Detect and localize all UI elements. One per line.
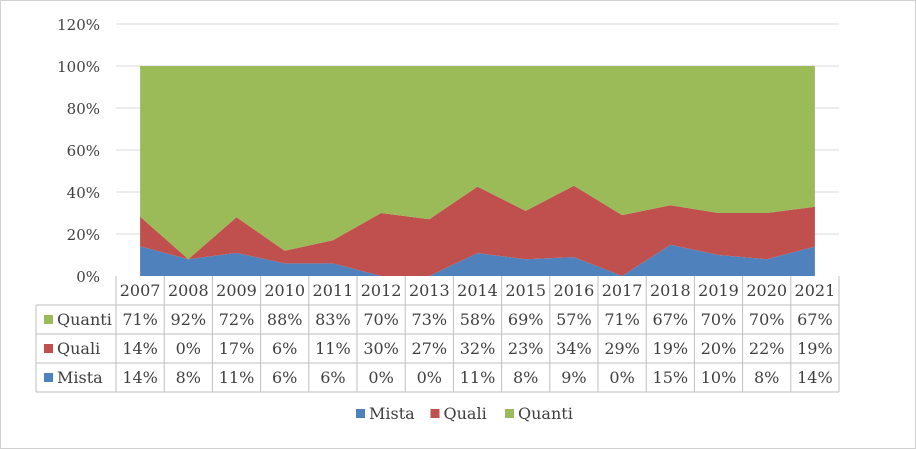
x-category-label: 2021 — [795, 281, 836, 300]
data-label: 17% — [219, 339, 255, 358]
x-category-label: 2010 — [264, 281, 305, 300]
data-label: 88% — [267, 310, 303, 329]
x-category-label: 2017 — [602, 281, 643, 300]
y-tick-label: 60% — [67, 142, 100, 160]
y-tick-label: 0% — [76, 268, 100, 286]
x-category-label: 2015 — [505, 281, 546, 300]
data-label: 0% — [368, 368, 393, 387]
legend-label-mista: Mista — [369, 404, 415, 423]
data-label: 15% — [653, 368, 689, 387]
data-label: 57% — [556, 310, 592, 329]
data-label: 0% — [417, 368, 442, 387]
legend: Mista Quali Quanti — [356, 404, 573, 423]
y-tick-label: 20% — [67, 226, 100, 244]
data-label: 27% — [412, 339, 448, 358]
x-category-label: 2009 — [216, 281, 257, 300]
data-label: 8% — [513, 368, 538, 387]
data-label: 70% — [749, 310, 785, 329]
x-category-label: 2018 — [650, 281, 691, 300]
data-label: 22% — [749, 339, 785, 358]
legend-label-quanti: Quanti — [518, 404, 573, 423]
legend-key-mista — [356, 409, 365, 418]
data-label: 30% — [363, 339, 399, 358]
data-label: 0% — [176, 339, 201, 358]
data-label: 67% — [653, 310, 689, 329]
data-label: 70% — [701, 310, 737, 329]
data-label: 34% — [556, 339, 592, 358]
x-category-label: 2008 — [168, 281, 209, 300]
data-label: 6% — [320, 368, 345, 387]
y-tick-label: 40% — [67, 184, 100, 202]
data-label: 14% — [122, 339, 158, 358]
data-label: 73% — [412, 310, 448, 329]
data-label: 8% — [176, 368, 201, 387]
x-category-label: 2013 — [409, 281, 450, 300]
data-label: 20% — [701, 339, 737, 358]
x-category-label: 2012 — [361, 281, 402, 300]
x-category-label: 2019 — [698, 281, 739, 300]
row-key-quali — [44, 344, 53, 353]
data-label: 92% — [171, 310, 207, 329]
x-category-label: 2007 — [120, 281, 161, 300]
row-label-quali: Quali — [57, 339, 100, 358]
x-category-label: 2016 — [554, 281, 595, 300]
row-label-mista: Mista — [57, 368, 103, 387]
data-label: 67% — [797, 310, 833, 329]
data-label: 83% — [315, 310, 351, 329]
area-mista — [140, 244, 815, 276]
data-label: 8% — [754, 368, 779, 387]
y-axis: 0% 20% 40% 60% 80% 100% 120% — [57, 16, 100, 286]
data-label: 71% — [122, 310, 158, 329]
data-label: 6% — [272, 339, 297, 358]
data-label: 19% — [797, 339, 833, 358]
data-label: 58% — [460, 310, 496, 329]
data-label: 19% — [653, 339, 689, 358]
area-quali — [140, 185, 815, 276]
plot-areas — [140, 66, 815, 276]
row-key-mista — [44, 373, 53, 382]
legend-key-quali — [430, 409, 440, 418]
x-category-label: 2020 — [746, 281, 787, 300]
data-label: 72% — [219, 310, 255, 329]
data-label: 14% — [122, 368, 158, 387]
row-label-quanti: Quanti — [57, 310, 112, 329]
row-key-quanti — [44, 315, 53, 324]
y-tick-label: 100% — [57, 58, 100, 76]
data-label: 71% — [604, 310, 640, 329]
data-label: 29% — [604, 339, 640, 358]
data-label: 6% — [272, 368, 297, 387]
data-label: 11% — [315, 339, 351, 358]
data-table: 2007 2008 2009 2010 2011 2012 2013 2014 2015 2016… — [35, 276, 840, 393]
area-quanti — [140, 66, 815, 260]
y-tick-label: 120% — [57, 16, 100, 34]
data-label: 11% — [219, 368, 255, 387]
data-label: 11% — [460, 368, 496, 387]
data-label: 0% — [609, 368, 634, 387]
data-label: 9% — [561, 368, 586, 387]
data-label: 23% — [508, 339, 544, 358]
x-category-label: 2014 — [457, 281, 498, 300]
data-label: 14% — [797, 368, 833, 387]
legend-label-quali: Quali — [444, 404, 487, 423]
y-tick-label: 80% — [67, 100, 100, 118]
x-category-label: 2011 — [313, 281, 354, 300]
data-label: 69% — [508, 310, 544, 329]
data-label: 10% — [701, 368, 737, 387]
data-label: 32% — [460, 339, 496, 358]
legend-key-quanti — [505, 409, 514, 418]
data-label: 70% — [363, 310, 399, 329]
